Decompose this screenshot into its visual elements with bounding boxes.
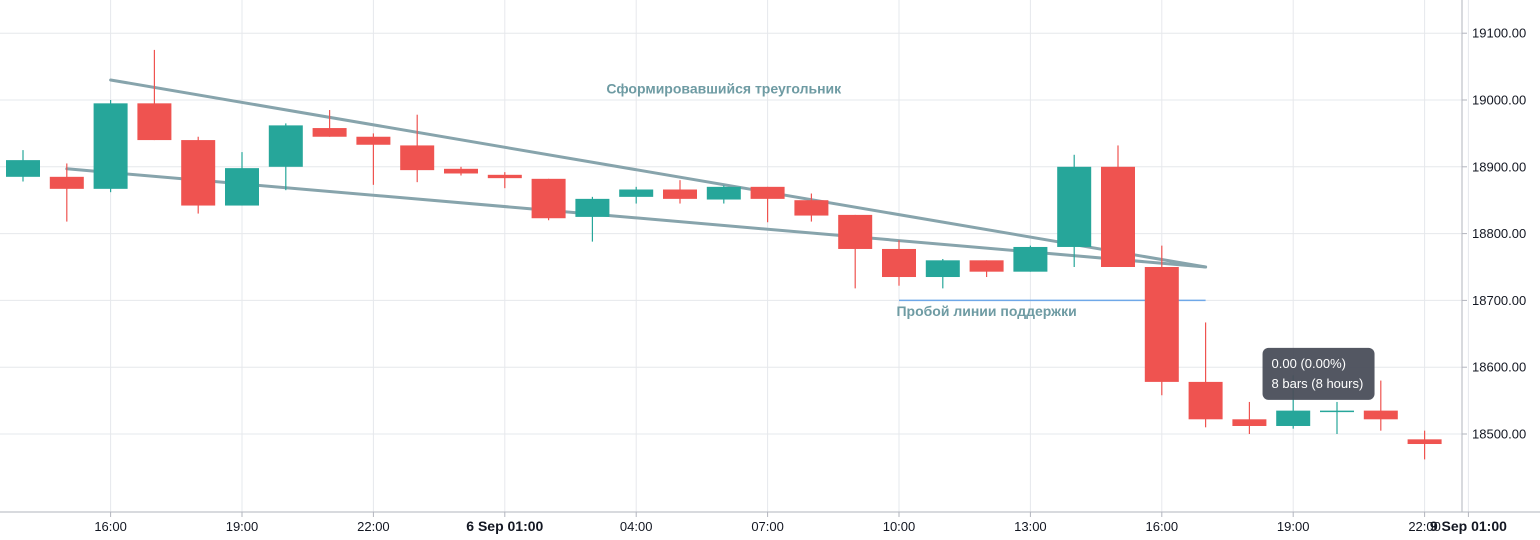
candle-body xyxy=(1101,166,1135,267)
candle-body xyxy=(925,260,960,278)
candle-body xyxy=(619,189,654,197)
candle-down xyxy=(750,186,785,223)
x-tick-label: 07:00 xyxy=(751,519,784,534)
candle-down xyxy=(969,260,1004,278)
candle-down xyxy=(400,114,435,183)
candle-up xyxy=(1057,154,1092,267)
annotation-label: Пробой линии поддержки xyxy=(896,303,1076,319)
candle-up xyxy=(925,258,960,289)
y-tick-label: 18900.00 xyxy=(1472,159,1526,174)
candle-down xyxy=(794,193,829,222)
candle-body xyxy=(531,178,566,219)
candle-down xyxy=(181,136,216,214)
candles xyxy=(6,49,1442,460)
candle-body xyxy=(225,168,259,206)
candle-body xyxy=(356,136,391,145)
candle-down xyxy=(1144,245,1179,396)
x-tick-label: 6 Sep 01:00 xyxy=(466,518,543,534)
candle-up xyxy=(619,186,654,204)
y-tick-label: 18600.00 xyxy=(1472,360,1526,375)
candle-body xyxy=(1232,419,1267,426)
candle-up xyxy=(93,100,128,193)
grid xyxy=(0,0,1469,512)
candle-body xyxy=(1057,166,1092,247)
measure-tooltip: 0.00 (0.00%) 8 bars (8 hours) xyxy=(1262,347,1375,400)
candle-body xyxy=(49,176,84,189)
candle-body xyxy=(181,140,216,206)
candle-body xyxy=(1144,267,1179,382)
candle-body xyxy=(268,125,303,167)
candle-body xyxy=(1363,410,1398,420)
x-tick-label: 10:00 xyxy=(883,519,916,534)
candle-body xyxy=(750,186,785,199)
candle-down xyxy=(1232,401,1267,434)
candle-up xyxy=(6,150,40,182)
candle-down xyxy=(1407,430,1442,460)
candle-body xyxy=(1407,439,1442,445)
x-tick-label: 9 Sep 01:00 xyxy=(1430,518,1507,534)
candle-body xyxy=(663,189,697,199)
x-tick-label: 16:00 xyxy=(1146,519,1179,534)
candle-down xyxy=(356,133,391,185)
trendline xyxy=(109,78,1208,269)
candle-down xyxy=(1188,322,1223,428)
y-tick-label: 19100.00 xyxy=(1472,26,1526,41)
candle-body xyxy=(487,174,522,179)
candle-down xyxy=(663,180,697,204)
y-tick-label: 18800.00 xyxy=(1472,226,1526,241)
candle-body xyxy=(1320,410,1354,413)
candle-down xyxy=(49,163,84,222)
candle-up xyxy=(1013,245,1048,272)
x-tick-label: 16:00 xyxy=(94,519,127,534)
candle-body xyxy=(1188,381,1223,420)
candle-down xyxy=(444,166,478,176)
candle-body xyxy=(312,128,347,137)
candle-down xyxy=(1101,145,1135,267)
candle-up xyxy=(575,196,610,242)
candle-body xyxy=(1013,246,1048,272)
annotations: Сформировавшийся треугольник Пробой линии… xyxy=(606,80,1076,318)
x-tick-label: 19:00 xyxy=(226,519,259,534)
candle-body xyxy=(93,103,128,189)
tooltip-bars: 8 bars (8 hours) xyxy=(1272,376,1364,391)
x-tick-label: 22:00 xyxy=(1408,519,1441,534)
candle-body xyxy=(969,260,1004,272)
candle-down xyxy=(531,178,566,221)
candle-body xyxy=(444,168,478,174)
tooltip-change: 0.00 (0.00%) xyxy=(1272,356,1346,371)
candle-down xyxy=(838,214,873,289)
candle-down xyxy=(882,240,916,286)
candle-body xyxy=(575,198,610,217)
candle-body xyxy=(137,103,172,141)
candle-body xyxy=(400,145,435,171)
x-tick-label: 22:00 xyxy=(357,519,390,534)
candle-body xyxy=(1276,410,1311,426)
y-tick-label: 18500.00 xyxy=(1472,427,1526,442)
candle-up xyxy=(706,185,741,204)
x-tick-label: 13:00 xyxy=(1014,519,1047,534)
candle-body xyxy=(6,160,40,177)
candle-up xyxy=(1320,401,1354,434)
candle-body xyxy=(706,186,741,200)
candle-down xyxy=(312,110,347,137)
x-tick-label: 04:00 xyxy=(620,519,653,534)
candle-body xyxy=(882,248,916,278)
y-tick-label: 18700.00 xyxy=(1472,293,1526,308)
annotation-label: Сформировавшийся треугольник xyxy=(606,80,842,96)
candle-body xyxy=(838,214,873,249)
candle-up xyxy=(225,152,259,206)
tooltip-box xyxy=(1262,347,1375,400)
x-tick-label: 19:00 xyxy=(1277,519,1310,534)
candle-up xyxy=(268,123,303,191)
y-tick-label: 19000.00 xyxy=(1472,93,1526,108)
candle-down xyxy=(1363,380,1398,431)
candle-down xyxy=(487,172,522,189)
candle-body xyxy=(794,200,829,216)
candle-down xyxy=(137,49,172,141)
